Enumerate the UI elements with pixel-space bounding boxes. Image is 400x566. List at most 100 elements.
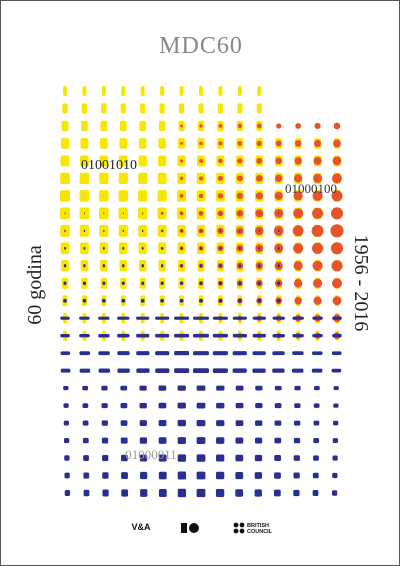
dot <box>193 351 209 356</box>
dot <box>161 212 163 215</box>
dot <box>83 489 90 497</box>
dot <box>332 455 338 461</box>
dot <box>199 124 203 128</box>
dot <box>119 155 128 167</box>
dot <box>235 454 244 462</box>
dot <box>102 489 109 497</box>
dot <box>98 316 110 320</box>
dot <box>63 437 70 444</box>
dot <box>193 316 209 320</box>
dot <box>312 190 323 201</box>
dot <box>98 351 110 356</box>
binary-code: 01001010 <box>81 158 137 173</box>
dot <box>216 385 225 391</box>
dot <box>252 333 266 338</box>
dot <box>117 351 130 356</box>
dot <box>293 243 304 254</box>
dot <box>293 472 300 479</box>
dot <box>82 437 89 444</box>
dot <box>177 454 186 462</box>
dot <box>60 155 70 167</box>
dot <box>330 207 344 220</box>
dot <box>138 138 147 149</box>
dot <box>79 316 90 320</box>
dot <box>215 489 225 497</box>
dot <box>140 86 145 96</box>
dot <box>139 471 148 480</box>
dot <box>236 175 243 182</box>
dot <box>294 385 301 391</box>
dot <box>101 420 108 426</box>
dot <box>200 212 202 215</box>
dot <box>219 246 222 250</box>
dot <box>212 368 228 373</box>
dot <box>333 386 339 391</box>
dot <box>219 229 222 233</box>
dot <box>160 264 164 268</box>
dot <box>273 489 281 497</box>
dot <box>332 156 342 166</box>
dot <box>313 438 320 444</box>
dot <box>215 471 225 480</box>
dot <box>239 212 241 215</box>
dot <box>232 351 247 356</box>
dot <box>256 140 262 147</box>
dot <box>254 472 263 479</box>
dot <box>294 140 302 147</box>
dot <box>174 333 190 338</box>
dot <box>64 472 70 479</box>
dot <box>177 385 186 391</box>
dot <box>60 368 71 373</box>
dot <box>238 298 242 303</box>
dot <box>158 138 166 149</box>
dot <box>277 264 280 268</box>
dot <box>121 489 129 497</box>
dot <box>63 298 67 303</box>
dot <box>99 155 109 167</box>
dot <box>199 86 203 96</box>
dot <box>63 86 67 96</box>
dot <box>82 86 87 96</box>
dot <box>159 103 165 114</box>
dot <box>180 281 184 286</box>
dot <box>272 368 285 373</box>
dot <box>252 316 266 320</box>
dot <box>294 403 301 408</box>
dot <box>333 403 339 408</box>
dot <box>332 472 338 479</box>
dot <box>198 176 204 181</box>
dot <box>83 472 90 479</box>
dot <box>158 155 167 167</box>
dot <box>237 158 243 164</box>
dot <box>275 140 282 147</box>
dot <box>292 368 304 373</box>
dot <box>295 123 302 129</box>
dot <box>83 455 89 461</box>
dot <box>332 334 342 338</box>
dot <box>237 103 243 114</box>
logo-shape <box>239 522 245 528</box>
dot <box>212 333 228 338</box>
dot <box>219 264 222 268</box>
dot <box>238 246 241 250</box>
dot <box>274 420 282 426</box>
dot <box>79 368 91 373</box>
dot <box>313 386 320 391</box>
partner-name: COUNCIL <box>247 529 273 535</box>
dot <box>120 103 126 114</box>
dot <box>254 489 262 497</box>
dot <box>199 264 203 268</box>
dot <box>332 316 342 320</box>
dot <box>120 385 128 391</box>
dot <box>278 229 280 233</box>
logo: MDC60 <box>159 33 243 59</box>
dot <box>83 229 86 233</box>
dot <box>158 120 166 132</box>
dot <box>216 454 225 462</box>
dot <box>277 281 281 286</box>
dot <box>177 402 186 409</box>
dot <box>212 351 228 356</box>
dot <box>193 333 209 338</box>
dot <box>101 385 108 391</box>
dot <box>181 212 182 215</box>
